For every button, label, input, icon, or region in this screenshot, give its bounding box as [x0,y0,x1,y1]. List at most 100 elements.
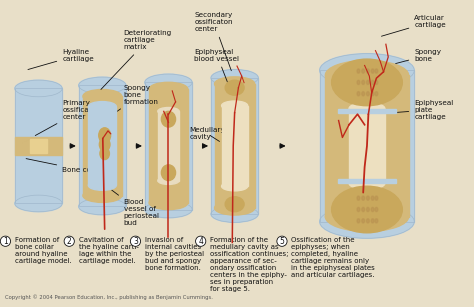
Text: Invasion of
internal cavities
by the periosteal
bud and spongy
bone formation.: Invasion of internal cavities by the per… [145,237,204,271]
Ellipse shape [357,219,360,223]
Ellipse shape [371,196,374,200]
Bar [149,89,188,203]
Ellipse shape [83,189,122,202]
Bar [79,85,126,207]
Ellipse shape [366,80,369,84]
Bar [319,70,414,222]
Text: 2: 2 [67,237,72,246]
Ellipse shape [83,90,122,103]
Bar [158,111,179,181]
Ellipse shape [357,91,360,96]
Bar [88,107,116,185]
Ellipse shape [357,80,360,84]
Ellipse shape [375,80,378,84]
Text: Epiphyseal
blood vessel: Epiphyseal blood vessel [194,49,239,92]
Ellipse shape [100,138,110,151]
Bar [15,88,62,204]
Ellipse shape [371,80,374,84]
Ellipse shape [158,107,179,115]
Text: Cavitation of
the hyaline carti-
lage within the
cartilage model.: Cavitation of the hyaline carti- lage wi… [79,237,138,264]
Ellipse shape [225,197,244,212]
Ellipse shape [349,177,385,189]
Ellipse shape [319,205,414,238]
Bar [83,96,122,196]
Text: Formation of
bone collar
around hyaline
cartilage model.: Formation of bone collar around hyaline … [15,237,72,264]
Ellipse shape [332,186,402,233]
Ellipse shape [375,219,378,223]
Text: Bone collar: Bone collar [26,159,102,173]
Ellipse shape [362,208,365,212]
Ellipse shape [161,165,175,181]
Bar [145,82,192,209]
Ellipse shape [375,69,378,73]
Ellipse shape [371,69,374,73]
Text: Primary
ossification
center: Primary ossification center [35,100,103,135]
Ellipse shape [225,80,244,95]
Ellipse shape [319,54,414,87]
Text: Secondary
ossificaton
center: Secondary ossificaton center [194,12,233,71]
Bar [79,85,126,207]
Bar [15,88,62,204]
Ellipse shape [362,80,365,84]
Ellipse shape [145,74,192,91]
Ellipse shape [79,77,126,94]
Ellipse shape [349,103,385,115]
Bar [221,106,248,186]
Ellipse shape [375,91,378,96]
Ellipse shape [215,77,255,91]
Ellipse shape [357,208,360,212]
Text: Blood
vessel of
periosteal
bud: Blood vessel of periosteal bud [111,190,160,226]
Text: Ossification of the
epiphyses; when
completed, hyaline
cartilage remains only
in: Ossification of the epiphyses; when comp… [292,237,375,278]
Ellipse shape [211,206,258,222]
Ellipse shape [145,201,192,218]
Ellipse shape [161,111,175,127]
Ellipse shape [362,196,365,200]
Ellipse shape [371,91,374,96]
Ellipse shape [366,91,369,96]
Ellipse shape [332,59,402,106]
Bar [30,139,47,153]
Ellipse shape [211,70,258,86]
Ellipse shape [371,208,374,212]
Bar [211,78,258,214]
Bar [325,75,409,217]
Ellipse shape [366,219,369,223]
Text: Epiphyseal
plate
cartilage: Epiphyseal plate cartilage [396,100,454,120]
Ellipse shape [357,69,360,73]
Ellipse shape [366,196,369,200]
Text: 4: 4 [198,237,203,246]
Text: Hyaline
cartilage: Hyaline cartilage [28,49,94,69]
Text: Deteriorating
cartilage
matrix: Deteriorating cartilage matrix [101,30,172,89]
Ellipse shape [149,82,188,96]
Bar [319,70,414,222]
Ellipse shape [221,101,248,110]
Text: Medullary
cavity: Medullary cavity [190,127,225,142]
Ellipse shape [215,201,255,215]
Bar [338,179,396,183]
Ellipse shape [362,219,365,223]
Bar [15,137,62,155]
Text: 3: 3 [133,237,138,246]
Ellipse shape [149,196,188,210]
Bar [211,78,258,214]
Ellipse shape [325,60,409,90]
Ellipse shape [79,198,126,215]
Ellipse shape [357,196,360,200]
Ellipse shape [375,196,378,200]
Bar [215,84,255,208]
Ellipse shape [15,80,62,97]
Text: Articular
cartilage: Articular cartilage [382,15,446,36]
Text: Spongy
bone
formation: Spongy bone formation [105,84,158,120]
Ellipse shape [375,208,378,212]
Ellipse shape [366,69,369,73]
Text: Copyright © 2004 Pearson Education, Inc., publishing as Benjamin Cummings.: Copyright © 2004 Pearson Education, Inc.… [5,295,213,300]
Ellipse shape [158,177,179,185]
Text: Formation of the
medullary cavity as
ossification continues;
appearance of sec-
: Formation of the medullary cavity as oss… [210,237,289,292]
Ellipse shape [88,102,116,111]
Ellipse shape [15,195,62,212]
Bar [338,109,396,113]
Ellipse shape [88,181,116,190]
Bar [349,109,385,183]
Text: Spongy
bone: Spongy bone [396,49,441,64]
Ellipse shape [325,202,409,231]
